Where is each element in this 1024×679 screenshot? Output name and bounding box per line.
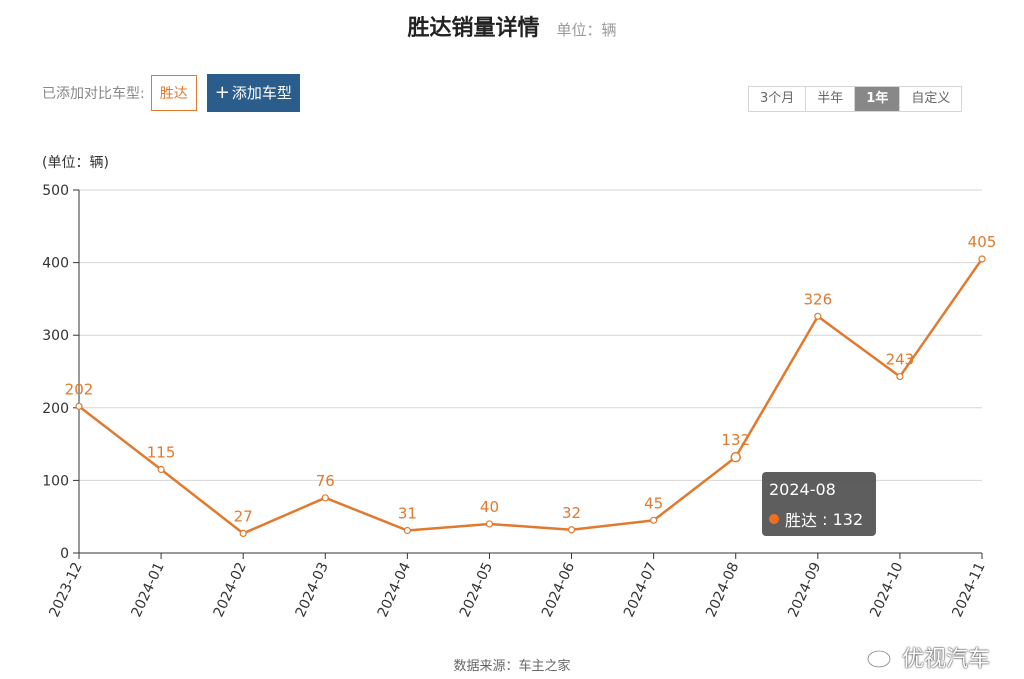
compare-label: 已添加对比车型: [42,86,145,102]
x-tick-label: 2024-04 [375,560,414,620]
data-label: 40 [480,498,499,516]
data-label: 76 [316,472,335,490]
x-tick-label: 2024-02 [211,560,250,620]
y-tick-label: 100 [42,473,69,489]
data-label: 32 [562,504,581,522]
tab-half-year[interactable]: 半年 [806,87,856,111]
y-tick-label: 200 [42,401,69,417]
x-tick-label: 2024-03 [293,560,332,620]
data-point [75,402,83,410]
tooltip-value: 132 [832,509,864,529]
add-model-button[interactable]: + 添加车型 [206,74,300,112]
data-point [814,312,822,320]
data-label: 45 [644,494,663,512]
tab-1-year[interactable]: 1年 [855,87,901,111]
data-point [157,465,165,474]
x-tick-label: 2024-06 [539,560,578,620]
tab-3-months[interactable]: 3个月 [749,87,807,111]
data-point [321,494,329,502]
data-point [485,520,494,528]
tooltip-row: 胜达 : 132 [769,507,869,531]
data-point [650,516,658,524]
tooltip-date: 2024-08 [769,480,836,499]
y-unit-label: (单位：辆) [42,155,109,171]
y-tick-label: 500 [42,183,69,199]
compare-chip[interactable]: 胜达 [150,75,197,111]
x-tick-label: 2023-12 [46,560,85,620]
add-model-label: 添加车型 [231,84,292,102]
page-title: 胜达销量详情 [407,16,540,41]
weibo-icon [867,648,895,668]
title-row: 胜达销量详情 单位：辆 [0,10,1024,42]
data-point [896,372,904,381]
data-label: 27 [234,507,253,525]
data-label: 115 [147,444,176,462]
x-tick-label: 2024-07 [621,560,660,620]
title-unit: 单位：辆 [556,21,617,39]
plus-icon: + [214,82,230,103]
data-label: 243 [886,351,915,369]
watermark-text: 优视汽车 [902,647,991,672]
tooltip-dot-icon [769,514,779,524]
x-tick-label: 2024-09 [785,560,824,620]
data-label: 405 [968,233,997,251]
data-source: 数据来源：车主之家 [453,659,571,674]
data-label: 31 [398,504,417,522]
data-label: 132 [721,431,750,449]
y-tick-label: 400 [42,256,69,272]
x-tick-label: 2024-10 [867,560,906,620]
data-point [978,255,986,263]
tab-custom[interactable]: 自定义 [900,87,962,111]
chart-tooltip: 2024-08 胜达 : 132 [762,472,876,536]
data-point [730,451,741,463]
x-tick-label: 2024-01 [128,560,167,620]
x-tick-label: 2024-08 [703,560,742,620]
data-label: 202 [65,380,94,398]
y-tick-label: 300 [42,328,69,344]
range-tabs: 3个月 半年 1年 自定义 [748,86,963,112]
data-label: 326 [803,290,832,308]
tooltip-series: 胜达 [785,511,818,530]
watermark: 优视汽车 [866,641,990,673]
x-tick-label: 2024-05 [457,560,496,620]
data-point [567,526,576,534]
series-line [78,258,984,535]
y-tick-label: 0 [60,546,69,562]
data-point [239,529,247,537]
data-point [403,526,411,535]
x-tick-label: 2024-11 [949,560,988,620]
compare-bar: 已添加对比车型: 胜达 + 添加车型 [42,74,300,112]
tooltip-separator: : [817,509,833,529]
